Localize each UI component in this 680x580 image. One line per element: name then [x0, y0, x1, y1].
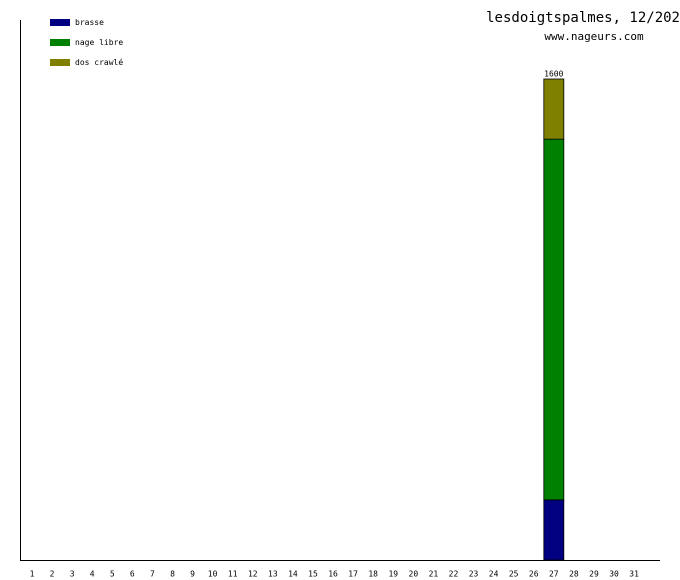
x-tick-label: 28 [569, 570, 579, 579]
x-tick-label: 16 [328, 570, 338, 579]
chart-title: lesdoigtspalmes, 12/202 [486, 10, 680, 26]
x-tick-label: 5 [110, 570, 115, 579]
x-tick-label: 20 [409, 570, 419, 579]
x-tick-label: 2 [50, 570, 55, 579]
bar-segment [543, 499, 565, 561]
x-tick-label: 1 [30, 570, 35, 579]
x-tick-label: 6 [130, 570, 135, 579]
x-tick-label: 8 [170, 570, 175, 579]
x-tick-label: 14 [288, 570, 298, 579]
x-tick-label: 23 [469, 570, 479, 579]
legend-label: brasse [75, 18, 104, 27]
x-tick-label: 4 [90, 570, 95, 579]
x-tick-label: 30 [609, 570, 619, 579]
x-tick-label: 11 [228, 570, 238, 579]
legend-swatch [50, 59, 70, 66]
bar-segment [543, 138, 565, 501]
x-tick-label: 29 [589, 570, 599, 579]
x-tick-label: 18 [368, 570, 378, 579]
x-tick-label: 24 [489, 570, 499, 579]
x-tick-label: 3 [70, 570, 75, 579]
bar-segment [543, 78, 565, 140]
legend-swatch [50, 19, 70, 26]
x-tick-label: 15 [308, 570, 318, 579]
x-tick-label: 17 [348, 570, 358, 579]
x-tick-label: 7 [150, 570, 155, 579]
x-tick-label: 25 [509, 570, 519, 579]
x-tick-label: 10 [208, 570, 218, 579]
x-tick-label: 26 [529, 570, 539, 579]
x-tick-label: 31 [629, 570, 639, 579]
x-tick-label: 21 [429, 570, 439, 579]
x-tick-label: 9 [190, 570, 195, 579]
legend-label: nage libre [75, 38, 123, 47]
x-tick-label: 22 [449, 570, 459, 579]
total-label: 1600 [544, 70, 563, 79]
x-tick-label: 19 [388, 570, 398, 579]
x-tick-label: 12 [248, 570, 258, 579]
legend-swatch [50, 39, 70, 46]
chart-subtitle: www.nageurs.com [544, 30, 644, 43]
legend-label: dos crawlé [75, 57, 123, 67]
x-tick-label: 27 [549, 570, 559, 579]
x-tick-label: 13 [268, 570, 278, 579]
